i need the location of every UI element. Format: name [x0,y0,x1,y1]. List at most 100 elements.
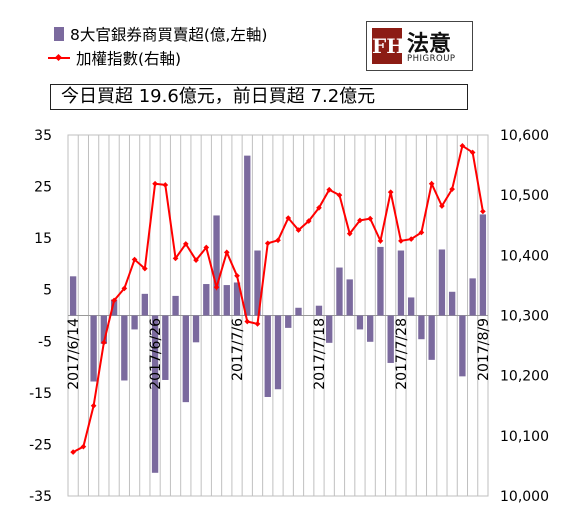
bar [356,315,364,330]
logo-name: 法意 [407,31,452,57]
line-point [387,189,394,195]
line-point [398,238,404,244]
line-point [203,244,210,251]
bar-series [69,155,487,473]
bar [254,250,261,316]
line-point [459,143,466,149]
bar [387,315,394,363]
line-point [428,180,435,187]
legend-bar-label: 8大官銀券商買賣超(億,左軸) [70,26,268,44]
bar [295,307,302,316]
right-tick-label: 10,200 [500,369,549,385]
bar [141,293,149,316]
left-tick-label: 5 [43,283,52,299]
bar [182,315,189,403]
line-point [80,443,87,450]
bar [285,315,292,328]
bar [203,284,210,316]
line-point [182,241,189,247]
line-point [326,186,333,193]
summary-box: 今日買超 19.6億元，前日買超 7.2億元 [50,84,468,110]
bar [172,295,179,316]
line-point [275,237,281,244]
bar [407,297,415,316]
line-point [346,230,353,237]
logo-sub: PHIGROUP [407,54,456,64]
bar [121,315,128,381]
line-point [223,249,230,256]
line-point [90,402,97,409]
line-point [152,180,158,187]
left-tick-label: -15 [29,386,52,402]
bar [469,278,476,316]
right-axis-ticks: 10,600 10,500 10,400 10,300 10,200 10,100 10,0… [500,128,549,505]
line-point [449,186,455,192]
bar [438,249,446,316]
bar [479,214,487,316]
x-axis-ticks: 2017/6/14 2017/6/26 2017/7/6 2017/7/18 2017/… [66,318,492,390]
line-point [285,215,292,221]
line-point [408,236,414,242]
line-point [418,229,425,236]
line-point [172,255,179,262]
bar [151,315,159,473]
legend-item-bar: 8大官銀券商買賣超(億,左軸) [48,22,267,46]
line-series [70,143,486,455]
bar [428,315,435,360]
logo-mark: FH [372,28,405,64]
x-tick-label: 2017/7/6 [230,318,246,381]
x-tick-label: 2017/6/26 [148,318,164,390]
line-point [111,297,117,304]
line-point [316,204,322,211]
index-line [72,144,484,453]
x-tick-label: 2017/6/14 [66,318,82,390]
bar [315,305,323,316]
bar [100,315,108,344]
line-point [439,203,445,209]
left-tick-label: 15 [34,231,52,247]
line-point [213,284,220,291]
right-tick-label: 10,000 [500,489,549,505]
line-point [305,218,312,224]
legend-bar-swatch [54,27,64,41]
bar [233,282,241,316]
line-point [480,208,486,215]
bar [336,267,343,316]
line-point [121,285,128,292]
line-point [131,256,138,263]
legend-line-swatch [48,57,70,59]
bar [264,315,271,397]
bar [90,315,97,382]
x-tick-label: 2017/7/28 [394,318,410,390]
left-axis-ticks: 35 25 15 5 -5 -15 -25 -35 [29,128,52,505]
line-point [264,240,271,247]
x-tick-label: 2017/8/9 [476,318,492,381]
bar [223,285,230,316]
line-point [295,227,302,233]
x-tick-label: 2017/7/18 [312,318,328,390]
line-point [244,318,251,325]
line-point [193,257,199,263]
right-tick-label: 10,500 [500,188,549,204]
bar [131,315,138,330]
left-tick-label: 25 [34,180,52,196]
bar [326,315,333,343]
bar [377,246,384,316]
left-tick-label: -25 [29,437,52,453]
right-tick-label: 10,400 [500,248,549,264]
bar [192,315,200,343]
bar [162,315,169,380]
right-tick-label: 10,600 [500,128,549,144]
line-point [377,238,384,244]
line-point [162,182,169,188]
bar [397,250,405,316]
phigroup-logo: FH 法意 PHIGROUP [366,21,473,71]
line-point [357,217,363,224]
bar [213,215,220,316]
vertical-gridlines [67,134,489,497]
bar [459,315,466,377]
right-tick-label: 10,300 [500,309,549,325]
line-point [101,339,107,346]
left-tick-label: -5 [38,334,52,350]
